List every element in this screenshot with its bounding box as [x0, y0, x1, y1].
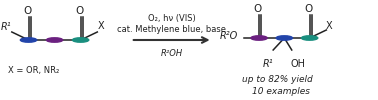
Text: 10 examples: 10 examples — [252, 88, 310, 96]
Text: OH: OH — [291, 59, 306, 69]
Circle shape — [20, 38, 37, 42]
Circle shape — [301, 36, 318, 40]
Circle shape — [251, 36, 267, 40]
Text: X = OR, NR₂: X = OR, NR₂ — [8, 66, 59, 74]
Circle shape — [46, 38, 63, 42]
Text: O: O — [253, 4, 262, 14]
Circle shape — [276, 36, 293, 40]
Text: R¹: R¹ — [1, 22, 12, 32]
Text: R¹: R¹ — [263, 59, 273, 69]
Text: cat. Methylene blue, base: cat. Methylene blue, base — [117, 26, 226, 34]
Text: R²OH: R²OH — [161, 50, 183, 58]
Text: up to 82% yield: up to 82% yield — [242, 76, 313, 84]
Text: O: O — [304, 4, 312, 14]
Text: O₂, hν (VIS): O₂, hν (VIS) — [148, 14, 195, 22]
Text: O: O — [23, 6, 31, 16]
Text: R²O: R²O — [220, 31, 238, 41]
Text: X: X — [97, 21, 104, 31]
Circle shape — [73, 38, 89, 42]
Text: O: O — [75, 6, 83, 16]
Text: X: X — [326, 21, 333, 31]
